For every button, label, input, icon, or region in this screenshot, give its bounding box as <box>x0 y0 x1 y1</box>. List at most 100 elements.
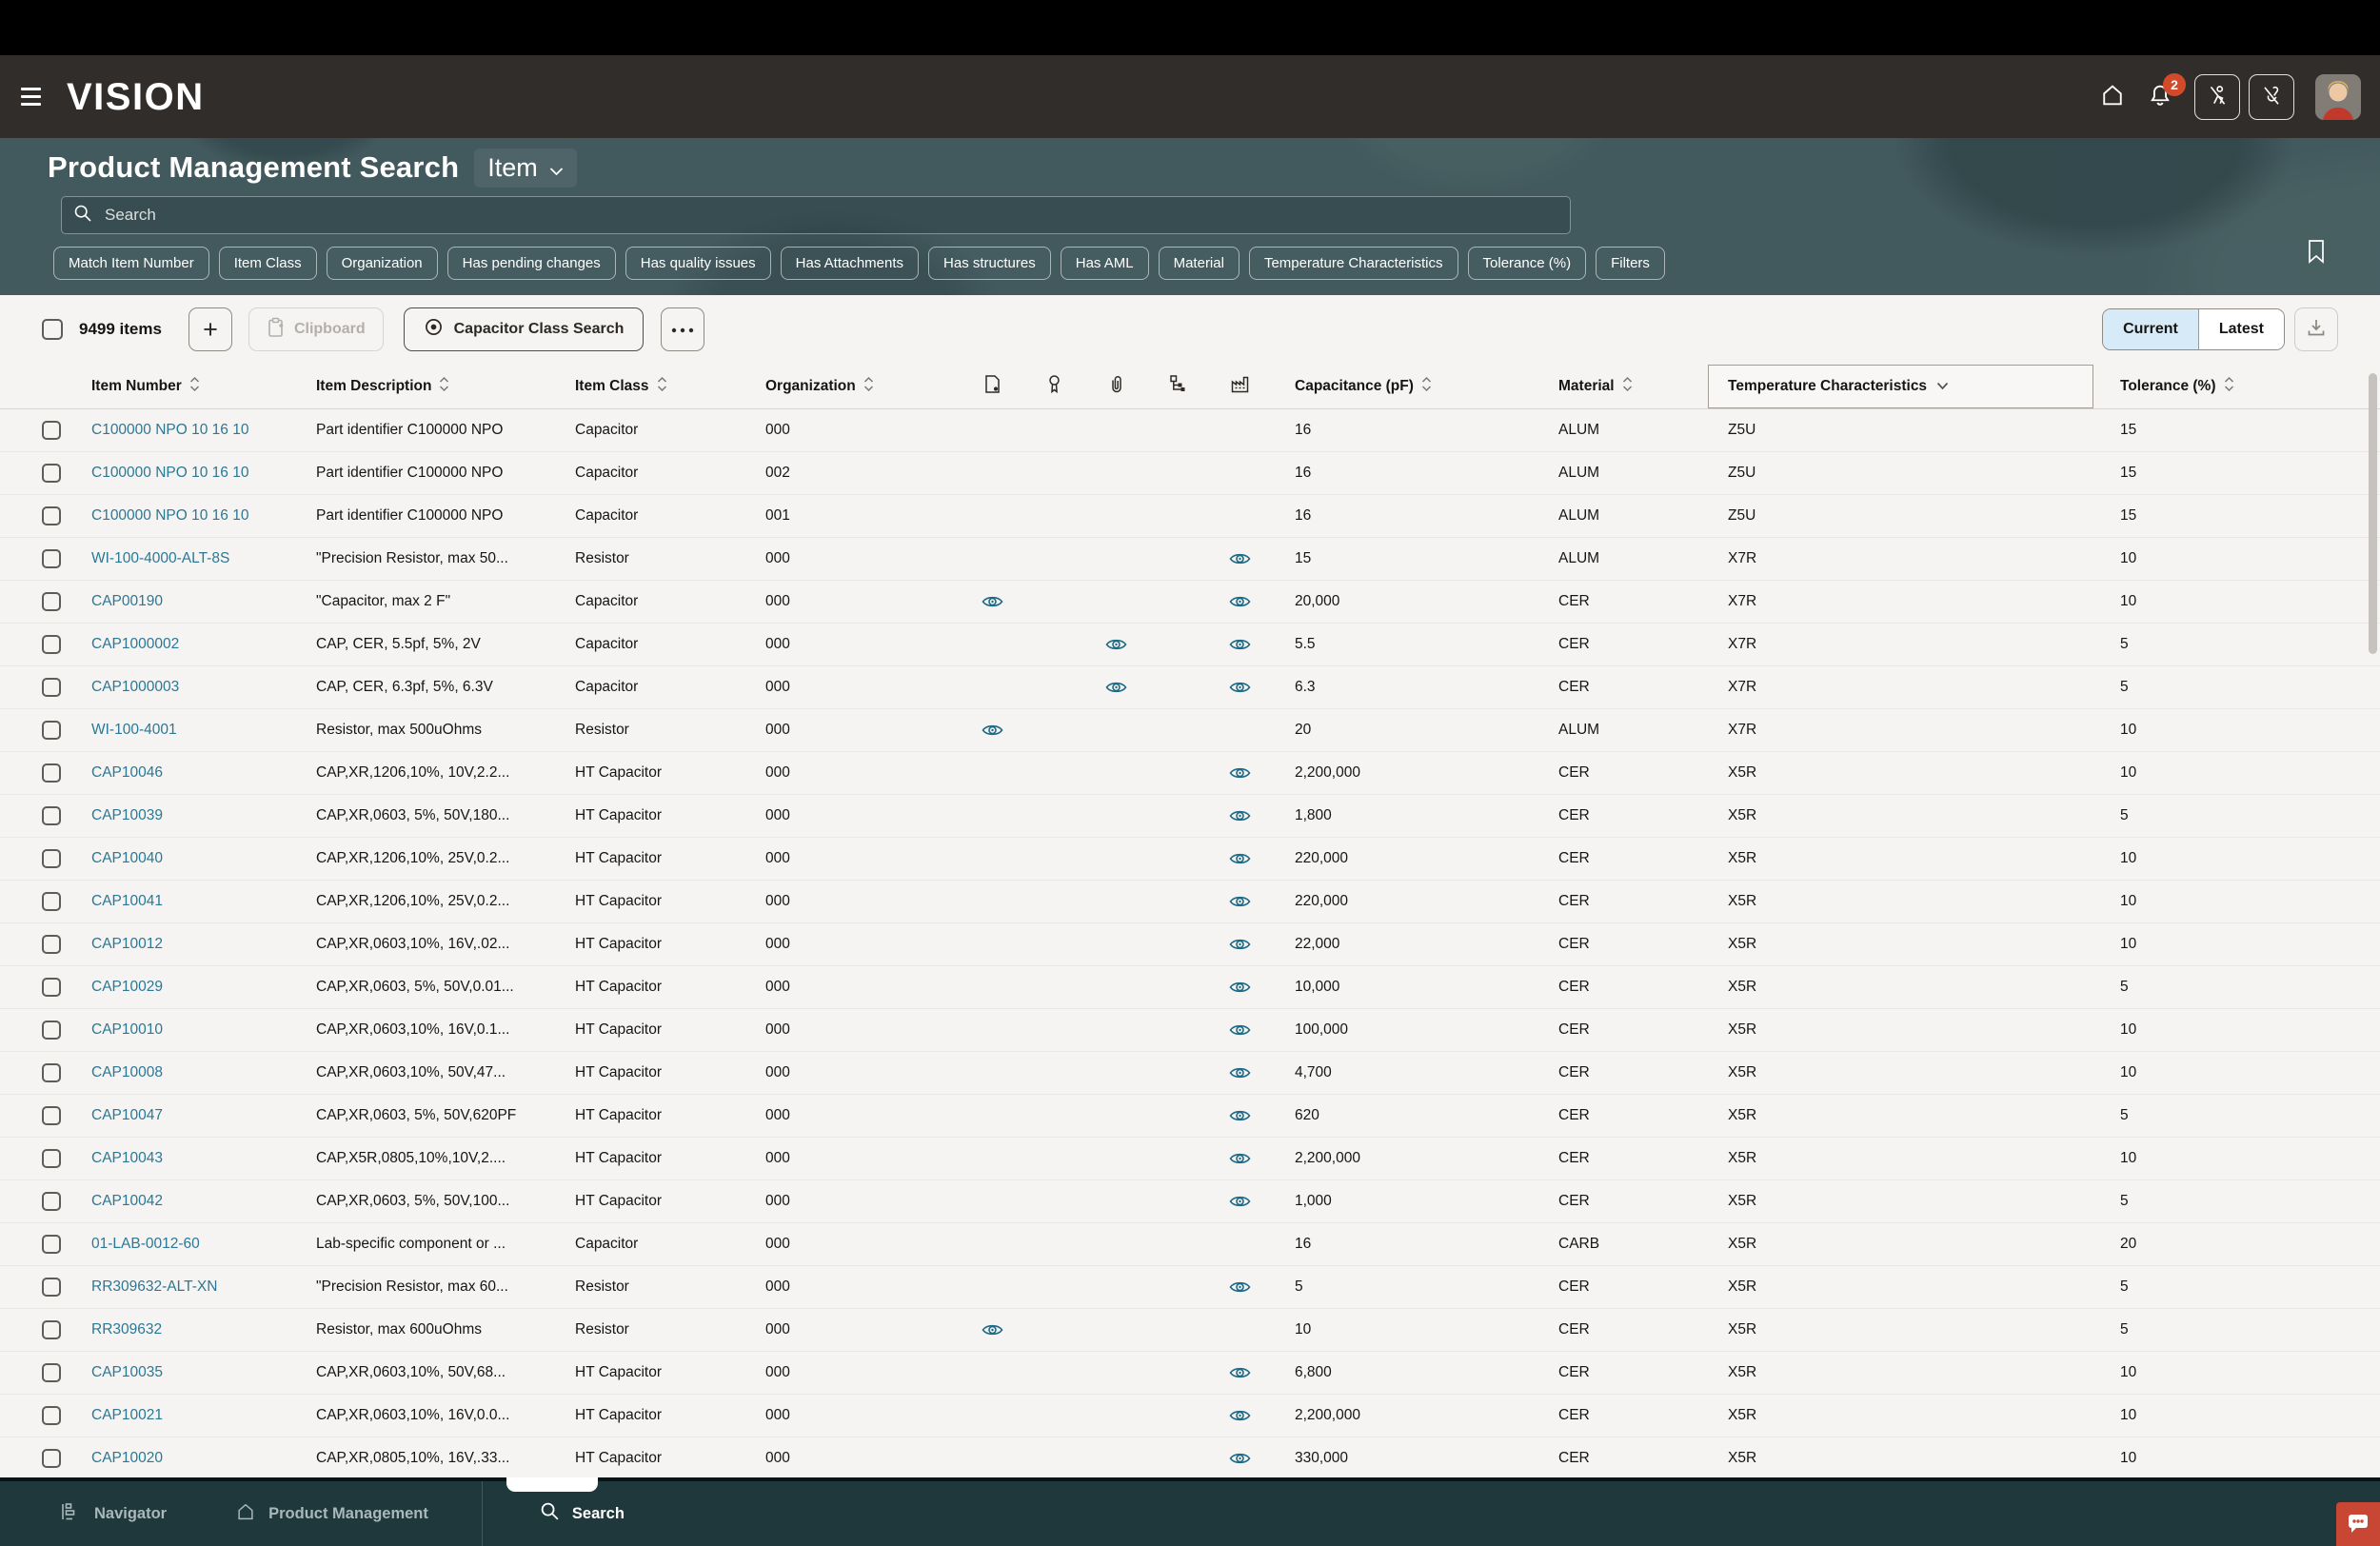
download-button[interactable] <box>2294 307 2338 351</box>
item-number-link[interactable]: C100000 NPO 10 16 10 <box>91 465 249 481</box>
filter-chip-has-aml[interactable]: Has AML <box>1060 247 1149 280</box>
row-checkbox[interactable] <box>42 892 61 911</box>
home-button[interactable] <box>2099 82 2126 111</box>
filter-chip-match-item-number[interactable]: Match Item Number <box>53 247 209 280</box>
vertical-scrollbar-thumb[interactable] <box>2369 373 2377 654</box>
active-tab-indicator[interactable] <box>506 1477 598 1492</box>
toggle-latest[interactable]: Latest <box>2198 309 2284 349</box>
row-checkbox[interactable] <box>42 1021 61 1040</box>
cell-attachments[interactable] <box>1085 637 1147 652</box>
item-number-link[interactable]: CAP10029 <box>91 979 163 995</box>
row-checkbox[interactable] <box>42 1063 61 1082</box>
item-number-link[interactable]: C100000 NPO 10 16 10 <box>91 422 249 438</box>
column-header-capacitance[interactable]: Capacitance (pF) <box>1271 376 1545 397</box>
row-checkbox[interactable] <box>42 464 61 483</box>
capacitor-class-search-button[interactable]: Capacitor Class Search <box>403 307 645 351</box>
row-checkbox[interactable] <box>42 1149 61 1168</box>
filter-chip-has-attachments[interactable]: Has Attachments <box>780 247 920 280</box>
row-checkbox[interactable] <box>42 1235 61 1254</box>
select-all-checkbox[interactable] <box>42 319 63 340</box>
cell-aml[interactable] <box>1209 1279 1271 1295</box>
item-number-link[interactable]: CAP10012 <box>91 936 163 952</box>
cell-aml[interactable] <box>1209 1408 1271 1423</box>
item-number-link[interactable]: CAP1000003 <box>91 679 180 695</box>
filter-chip-filters[interactable]: Filters <box>1596 247 1665 280</box>
row-checkbox[interactable] <box>42 806 61 825</box>
filter-chip-has-pending-changes[interactable]: Has pending changes <box>446 247 616 280</box>
row-checkbox[interactable] <box>42 635 61 654</box>
filter-chip-material[interactable]: Material <box>1158 247 1240 280</box>
column-header-pending-changes[interactable] <box>962 374 1023 399</box>
row-checkbox[interactable] <box>42 506 61 525</box>
cell-aml[interactable] <box>1209 1151 1271 1166</box>
add-item-button[interactable]: + <box>188 307 232 351</box>
item-number-link[interactable]: CAP10039 <box>91 807 163 823</box>
column-header-attachments[interactable] <box>1085 374 1147 399</box>
row-checkbox[interactable] <box>42 978 61 997</box>
item-number-link[interactable]: WI-100-4001 <box>91 722 177 738</box>
row-checkbox[interactable] <box>42 763 61 783</box>
item-number-link[interactable]: CAP10040 <box>91 850 163 866</box>
row-checkbox[interactable] <box>42 678 61 697</box>
filter-chip-has-structures[interactable]: Has structures <box>928 247 1051 280</box>
tab-search[interactable]: Search <box>540 1501 625 1526</box>
cell-pending-changes[interactable] <box>962 723 1023 738</box>
item-number-link[interactable]: CAP10010 <box>91 1021 163 1038</box>
search-input[interactable] <box>105 206 1558 225</box>
row-checkbox[interactable] <box>42 592 61 611</box>
row-checkbox[interactable] <box>42 1363 61 1382</box>
item-number-link[interactable]: RR309632-ALT-XN <box>91 1278 218 1295</box>
item-number-link[interactable]: CAP10021 <box>91 1407 163 1423</box>
item-number-link[interactable]: WI-100-4000-ALT-8S <box>91 550 230 566</box>
tab-product-management[interactable]: Product Management <box>235 1501 428 1527</box>
cell-aml[interactable] <box>1209 1022 1271 1038</box>
cell-aml[interactable] <box>1209 894 1271 909</box>
item-number-link[interactable]: CAP00190 <box>91 593 163 609</box>
cell-pending-changes[interactable] <box>962 594 1023 609</box>
row-checkbox[interactable] <box>42 1406 61 1425</box>
clipboard-button[interactable]: Clipboard <box>248 307 384 351</box>
row-checkbox[interactable] <box>42 1320 61 1339</box>
row-checkbox[interactable] <box>42 1449 61 1468</box>
item-number-link[interactable]: CAP10046 <box>91 764 163 781</box>
row-checkbox[interactable] <box>42 721 61 740</box>
hamburger-menu-icon[interactable] <box>21 81 53 113</box>
filter-chip-has-quality-issues[interactable]: Has quality issues <box>625 247 771 280</box>
cell-aml[interactable] <box>1209 1451 1271 1466</box>
column-header-quality-issues[interactable] <box>1023 374 1085 399</box>
cell-aml[interactable] <box>1209 851 1271 866</box>
row-checkbox[interactable] <box>42 849 61 868</box>
column-header-item-description[interactable]: Item Description <box>316 376 575 397</box>
cell-attachments[interactable] <box>1085 680 1147 695</box>
temperature-column-dropdown[interactable]: Temperature Characteristics <box>1708 364 2093 408</box>
cell-aml[interactable] <box>1209 1194 1271 1209</box>
filter-chip-item-class[interactable]: Item Class <box>218 247 317 280</box>
cell-aml[interactable] <box>1209 637 1271 652</box>
item-number-link[interactable]: CAP10042 <box>91 1193 163 1209</box>
cell-aml[interactable] <box>1209 1365 1271 1380</box>
item-number-link[interactable]: 01-LAB-0012-60 <box>91 1236 200 1252</box>
item-number-link[interactable]: CAP10041 <box>91 893 163 909</box>
column-header-item-number[interactable]: Item Number <box>91 376 316 397</box>
cell-aml[interactable] <box>1209 1108 1271 1123</box>
row-checkbox[interactable] <box>42 935 61 954</box>
more-actions-button[interactable] <box>661 307 705 351</box>
cell-aml[interactable] <box>1209 765 1271 781</box>
column-header-material[interactable]: Material <box>1545 376 1697 397</box>
bookmark-button[interactable] <box>2306 239 2327 267</box>
cell-aml[interactable] <box>1209 594 1271 609</box>
item-number-link[interactable]: CAP10043 <box>91 1150 163 1166</box>
scope-selector[interactable]: Item <box>474 148 577 188</box>
cell-aml[interactable] <box>1209 980 1271 995</box>
cell-aml[interactable] <box>1209 808 1271 823</box>
cell-aml[interactable] <box>1209 551 1271 566</box>
cell-aml[interactable] <box>1209 1065 1271 1080</box>
column-header-aml[interactable] <box>1209 374 1271 398</box>
item-number-link[interactable]: CAP10047 <box>91 1107 163 1123</box>
item-number-link[interactable]: RR309632 <box>91 1321 163 1338</box>
column-header-structures[interactable] <box>1147 374 1209 398</box>
filter-chip-tolerance-[interactable]: Tolerance (%) <box>1467 247 1587 280</box>
item-number-link[interactable]: CAP10008 <box>91 1064 163 1080</box>
assistant-off-button[interactable] <box>2194 73 2240 120</box>
column-header-item-class[interactable]: Item Class <box>575 376 765 397</box>
